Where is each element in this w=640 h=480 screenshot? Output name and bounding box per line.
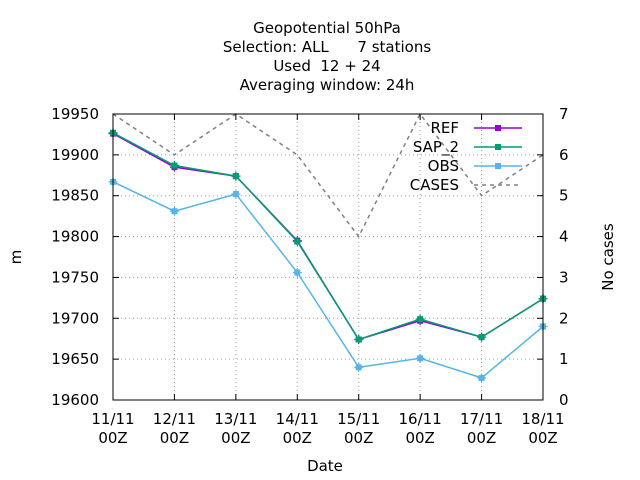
y2-tick-label: 5: [559, 187, 569, 205]
series-line: [112, 112, 544, 239]
y2-axis-label: No cases: [599, 223, 617, 291]
x-tick-label: 00Z: [405, 429, 434, 447]
y-tick-label: 19650: [51, 350, 99, 368]
grid: [113, 114, 543, 400]
legend-label: REF: [430, 119, 459, 137]
legend-label: OBS: [428, 157, 459, 175]
x-tick-label: 11/11: [91, 410, 134, 428]
series-cases: [112, 112, 544, 239]
x-axis-label: Date: [307, 457, 343, 475]
chart-title-line: Averaging window: 24h: [240, 76, 415, 94]
x-tick-label: 12/11: [153, 410, 196, 428]
y2-axis: 0 1 2 3 4 5 6 7: [537, 105, 569, 409]
y-tick-label: 19850: [51, 187, 99, 205]
y-tick-label: 19800: [51, 228, 99, 246]
y-tick-label: 19600: [51, 391, 99, 409]
chart-title-line: Used 12 + 24: [273, 57, 380, 75]
plot-frame: [112, 113, 544, 401]
x-tick-label: 18/11: [521, 410, 564, 428]
y2-tick-label: 3: [559, 268, 569, 286]
x-tick-label: 14/11: [276, 410, 319, 428]
x-tick-label: 00Z: [344, 429, 373, 447]
y2-tick-label: 4: [559, 228, 569, 246]
y2-tick-label: 7: [559, 105, 569, 123]
x-tick-label: 15/11: [337, 410, 380, 428]
legend-label: CASES: [410, 176, 459, 194]
x-tick-label: 00Z: [98, 429, 127, 447]
series-obs: [108, 177, 548, 383]
y2-tick-label: 2: [559, 309, 569, 327]
legend-marker: [495, 125, 501, 131]
series-line: [112, 132, 544, 341]
x-tick-label: 13/11: [214, 410, 257, 428]
x-axis: 11/1100Z12/1100Z13/1100Z14/1100Z15/1100Z…: [91, 114, 565, 447]
y-tick-label: 19950: [51, 105, 99, 123]
x-tick-label: 17/11: [460, 410, 503, 428]
x-tick-label: 00Z: [221, 429, 250, 447]
chart-title-line: Selection: ALL 7 stations: [223, 38, 431, 56]
legend-label: SAP_2: [413, 138, 459, 157]
x-tick-label: 00Z: [160, 429, 189, 447]
legend-marker: [495, 163, 501, 169]
chart-title-line: Geopotential 50hPa: [253, 19, 401, 37]
y-tick-label: 19750: [51, 268, 99, 286]
y-axis-label: m: [7, 250, 25, 265]
y-tick-label: 19700: [51, 309, 99, 327]
x-tick-label: 00Z: [283, 429, 312, 447]
y-axis: 19600 19650 19700 19750 19800 19850 19900 19950: [51, 105, 119, 409]
y2-tick-label: 1: [559, 350, 569, 368]
y2-tick-label: 6: [559, 146, 569, 164]
y2-tick-label: 0: [559, 391, 569, 409]
series-line: [112, 181, 544, 379]
x-tick-label: 00Z: [467, 429, 496, 447]
y-tick-label: 19900: [51, 146, 99, 164]
x-tick-label: 00Z: [528, 429, 557, 447]
x-tick-label: 16/11: [399, 410, 442, 428]
legend-marker: [495, 144, 501, 150]
